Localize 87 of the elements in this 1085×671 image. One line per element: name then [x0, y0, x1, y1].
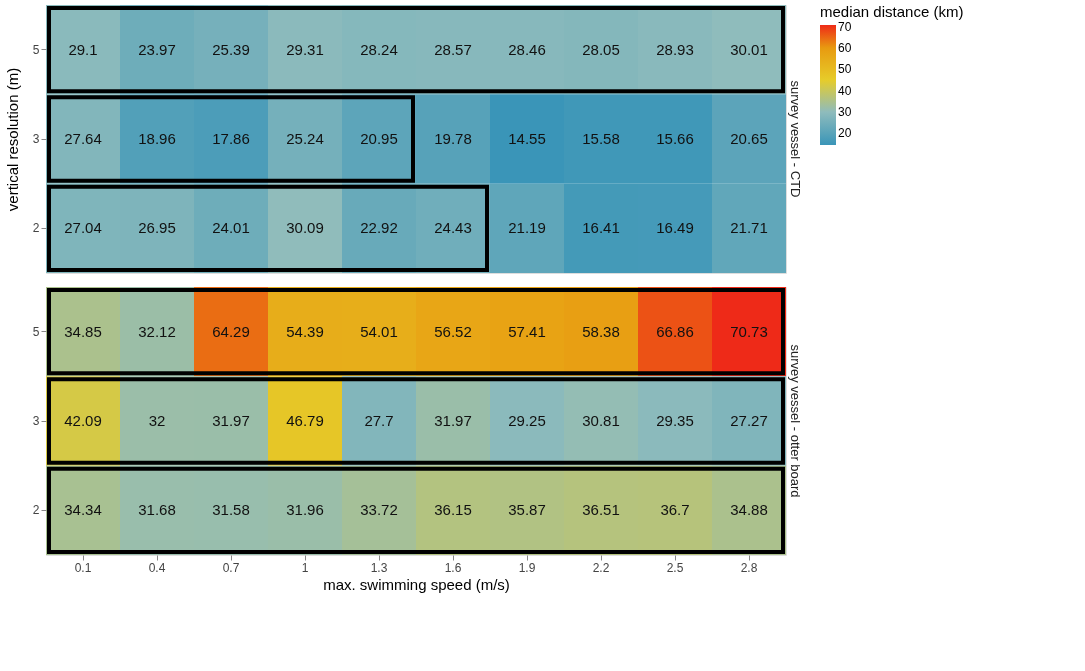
data-label: 54.01: [360, 322, 398, 340]
x-tick-label: 1.3: [370, 560, 388, 575]
text: survey vessel - CTD: [788, 80, 803, 198]
x-tick-label: 2.2: [592, 560, 610, 575]
data-label: 66.86: [656, 322, 694, 340]
y-tick-label: 3: [32, 132, 40, 146]
data-label: 21.19: [508, 219, 546, 237]
color-bar-label: 70: [838, 19, 852, 34]
y-tick-label: 5: [32, 324, 40, 339]
data-label: 16.41: [582, 219, 620, 237]
data-label: 19.78: [434, 130, 472, 147]
y-tick-label: 2: [32, 503, 40, 518]
data-label: 34.34: [64, 501, 102, 519]
data-label: 30.81: [582, 412, 620, 429]
data-label: 17.86: [212, 130, 250, 147]
data-label: 14.55: [508, 130, 546, 147]
data-label: 22.92: [360, 219, 398, 237]
data-label: 20.95: [360, 130, 398, 147]
x-tick-label: 0.1: [74, 560, 92, 575]
data-label: 26.95: [138, 219, 176, 237]
data-label: 33.72: [360, 501, 398, 519]
data-label: 18.96: [138, 130, 176, 147]
legend-title: median distance (km): [820, 3, 964, 20]
data-label: 27.27: [730, 412, 768, 429]
x-tick-label: 2.8: [740, 560, 758, 575]
data-label: 31.68: [138, 501, 176, 519]
x-tick-label: 1.9: [518, 560, 536, 575]
data-label: 25.24: [286, 130, 324, 147]
data-label: 30.09: [286, 219, 324, 237]
data-label: 28.24: [360, 40, 398, 58]
data-label: 29.35: [656, 412, 694, 429]
data-label: 31.97: [212, 412, 250, 429]
data-label: 30.01: [730, 40, 768, 58]
data-label: 20.65: [730, 130, 768, 147]
y-tick-label: 3: [32, 414, 40, 428]
data-label: 56.52: [434, 322, 472, 340]
data-label: 54.39: [286, 322, 324, 340]
y-tick-label: 5: [32, 42, 40, 57]
data-label: 32.12: [138, 322, 176, 340]
data-label: 28.05: [582, 40, 620, 58]
data-label: 23.97: [138, 40, 176, 58]
x-axis-title: max. swimming speed (m/s): [323, 575, 510, 593]
data-label: 35.87: [508, 501, 546, 519]
color-bar-label: 20: [838, 126, 852, 141]
data-label: 15.66: [656, 130, 694, 147]
data-label: 16.49: [656, 219, 694, 237]
data-label: 36.7: [660, 501, 690, 519]
x-tick-label: 1: [301, 560, 309, 575]
data-label: 57.41: [508, 322, 546, 340]
data-label: 46.79: [286, 412, 324, 429]
color-bar-label: 30: [838, 105, 852, 119]
x-tick-label: 2.5: [666, 560, 684, 575]
data-label: 29.31: [286, 40, 324, 58]
x-tick-label: 0.4: [148, 560, 166, 575]
data-label: 24.01: [212, 219, 250, 237]
data-label: 28.57: [434, 40, 472, 58]
color-bar-label: 50: [838, 62, 852, 77]
x-tick-label: 1.6: [444, 560, 462, 575]
data-label: 36.15: [434, 501, 472, 519]
color-bar-label: 60: [838, 40, 852, 55]
data-label: 28.93: [656, 40, 694, 58]
data-label: 34.85: [64, 322, 102, 340]
data-label: 21.71: [730, 219, 768, 237]
data-label: 34.88: [730, 501, 768, 519]
x-tick-label: 0.7: [222, 560, 240, 575]
data-label: 27.04: [64, 219, 102, 237]
data-label: 25.39: [212, 40, 250, 58]
data-label: 70.73: [730, 322, 768, 340]
data-label: 64.29: [212, 322, 250, 340]
data-label: 29.1: [68, 40, 98, 58]
data-label: 31.58: [212, 501, 250, 519]
data-label: 36.51: [582, 501, 620, 519]
data-label: 27.64: [64, 130, 102, 147]
data-label: 31.96: [286, 501, 324, 519]
data-label: 28.46: [508, 40, 546, 58]
data-label: 58.38: [582, 322, 620, 340]
y-tick-label: 2: [32, 221, 40, 236]
data-label: 29.25: [508, 412, 546, 429]
data-label: 32: [148, 412, 166, 429]
y-axis-title: vertical resolution (m): [3, 67, 21, 212]
color-bar-label: 40: [838, 83, 852, 98]
text: survey vessel - otter board: [788, 344, 803, 498]
data-label: 15.58: [582, 130, 620, 147]
data-label: 31.97: [434, 412, 472, 429]
data-label: 27.7: [364, 412, 394, 429]
data-label: 42.09: [64, 412, 102, 429]
data-label: 24.43: [434, 219, 472, 237]
